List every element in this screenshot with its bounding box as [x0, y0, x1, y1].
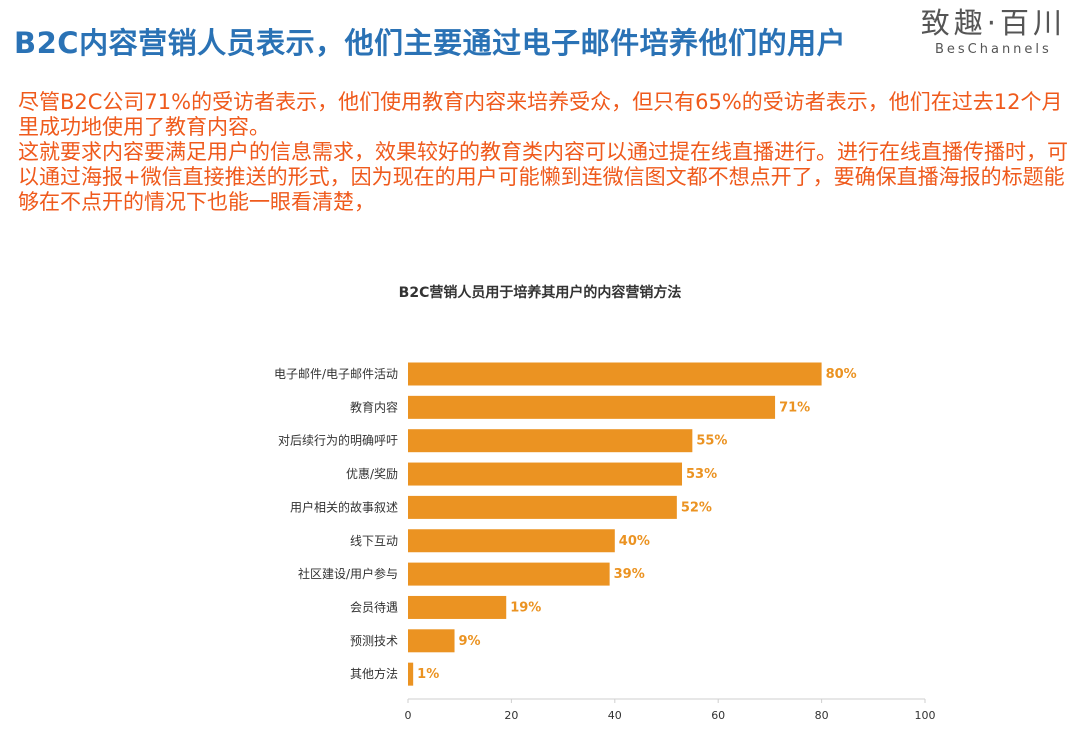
- paragraph-education-content: 尽管B2C公司71%的受访者表示，他们使用教育内容来培养受众，但只有65%的受访…: [18, 90, 1063, 139]
- category-label: 社区建设/用户参与: [298, 566, 398, 581]
- data-label: 19%: [510, 600, 541, 615]
- bar: [408, 662, 414, 686]
- page-title: B2C内容营销人员表示，他们主要通过电子邮件培养他们的用户: [14, 26, 847, 60]
- bar: [408, 529, 615, 553]
- category-label: 预测技术: [350, 634, 398, 648]
- category-label: 用户相关的故事叙述: [290, 499, 398, 514]
- data-label: 1%: [417, 667, 439, 682]
- brand-logo: 致趣·百川 BesChannels: [921, 6, 1066, 60]
- bar: [408, 595, 507, 619]
- data-label: 80%: [826, 367, 857, 382]
- chart-title: B2C营销人员用于培养其用户的内容营销方法: [398, 285, 682, 301]
- x-tick-label: 20: [504, 709, 518, 722]
- x-tick-label: 0: [405, 709, 412, 722]
- bar: [408, 395, 776, 419]
- category-label: 对后续行为的明确呼吁: [278, 433, 398, 448]
- data-label: 52%: [681, 500, 712, 515]
- category-label: 优惠/奖励: [346, 467, 398, 481]
- x-tick-label: 80: [815, 709, 829, 722]
- data-label: 9%: [459, 634, 481, 649]
- logo-english-text: BesChannels: [934, 42, 1052, 57]
- data-label: 55%: [696, 434, 727, 449]
- x-tick-label: 60: [711, 709, 725, 722]
- bar: [408, 429, 693, 453]
- bar: [408, 495, 677, 519]
- category-label: 电子邮件/电子邮件活动: [274, 367, 398, 381]
- bar: [408, 362, 822, 386]
- data-label: 53%: [686, 467, 717, 482]
- x-tick-label: 40: [608, 709, 622, 722]
- category-label: 教育内容: [350, 399, 398, 414]
- bar: [408, 562, 610, 586]
- body-text: 尽管B2C公司71%的受访者表示，他们使用教育内容来培养受众，但只有65%的受访…: [18, 90, 1080, 215]
- bar-chart-plot: 0 20 40 60 80 100 电子邮件/电子邮件活动 80% 教育内容 71% 对后续行为的明…: [274, 362, 936, 722]
- bar: [408, 462, 683, 486]
- x-tick-label: 100: [915, 709, 936, 722]
- bar-chart: 0 20 40 60 80 100 电子邮件/电子邮件活动 80% 教育内容 71% 对后续行为的明…: [0, 270, 1080, 734]
- data-label: 39%: [614, 567, 645, 582]
- data-label: 71%: [779, 400, 810, 415]
- category-label: 其他方法: [350, 666, 398, 681]
- category-label: 会员待遇: [350, 600, 398, 614]
- logo-chinese-text: 致趣·百川: [920, 6, 1066, 40]
- bar: [408, 629, 455, 653]
- paragraph-live-streaming: 这就要求内容要满足用户的信息需求，效果较好的教育类内容可以通过提在线直播进行。进…: [18, 140, 1068, 214]
- data-label: 40%: [619, 534, 650, 549]
- category-label: 线下互动: [350, 534, 398, 548]
